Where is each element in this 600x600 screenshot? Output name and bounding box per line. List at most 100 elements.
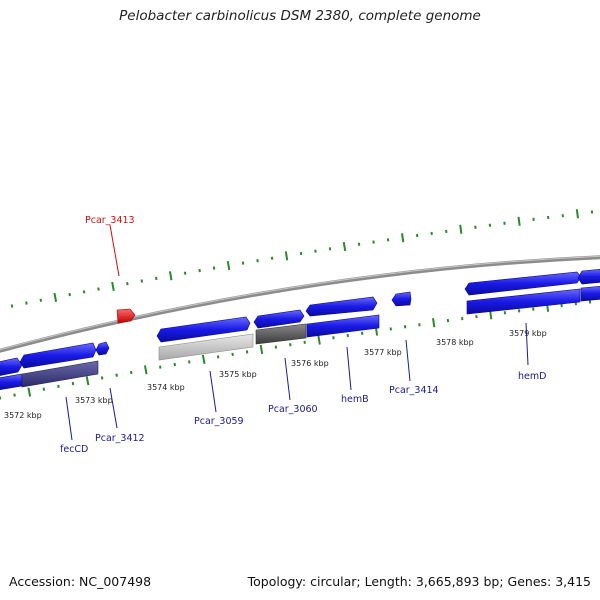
major-tick [27,387,32,397]
gene-label-pcar-3413[interactable]: Pcar_3413 [85,215,135,226]
kbp-labels: 3572 kbp 3573 kbp 3574 kbp 3575 kbp 3576 kbp… [4,329,547,420]
kbp-label: 3577 kbp [364,348,402,357]
minor-tick [360,331,364,335]
minor-tick [57,384,60,388]
genome-backbone [0,255,600,353]
gene-label-pcar-3414[interactable]: Pcar_3414 [389,385,439,396]
gene-label-leader-pcar-3413 [109,224,120,277]
genome-summary-text: Topology: circular; Length: 3,665,893 bp… [247,574,591,589]
gene-label-leader-pcar-3059 [209,370,217,413]
minor-tick [140,279,144,283]
major-tick [201,354,206,364]
minor-tick [100,376,104,380]
gene-left-edge-2[interactable] [19,342,97,369]
gene-block-3574[interactable] [156,316,251,343]
minor-tick [159,365,162,369]
gene-feccd[interactable] [21,360,99,388]
gene-label-leader-pcar-3412 [109,387,118,429]
minor-tick [245,350,249,354]
gene-right-edge-2[interactable] [580,286,600,302]
kbp-label: 3572 kbp [4,411,42,420]
gene-label-leader-feccd [65,396,73,441]
gene-left-edge-3[interactable] [0,373,23,390]
minor-tick [357,242,361,246]
major-tick [53,292,58,302]
minor-tick [372,240,375,244]
gene-label-hemb[interactable]: hemB [341,394,369,405]
gene-block-3578[interactable] [464,271,582,296]
gene-block-3575[interactable] [253,309,305,329]
gene-left-edge-1[interactable] [0,357,23,376]
kbp-label: 3575 kbp [219,370,257,379]
major-tick [342,241,347,252]
gene-label-feccd[interactable]: fecCD [60,444,88,455]
gene-label-pcar-3059[interactable]: Pcar_3059 [194,416,244,427]
gene-pcar-3413[interactable] [116,308,136,324]
kbp-label: 3576 kbp [291,359,329,368]
minor-tick [241,261,245,265]
minor-tick [198,268,201,273]
minor-tick [256,259,259,263]
gene-hemd[interactable] [466,288,581,315]
minor-tick [39,298,43,302]
gene-label-leader-pcar-3060 [284,357,291,401]
minor-tick [188,360,191,364]
minor-tick [97,287,100,291]
major-tick [143,365,148,375]
minor-tick [13,393,16,397]
minor-tick [130,370,133,375]
major-tick [575,209,579,219]
gene-label-leader-hemd [525,322,529,366]
kbp-label: 3573 kbp [75,396,113,405]
gene-labels: Pcar_3413 fecCD Pcar_3412 Pcar_3059 Pcar_306… [60,215,546,455]
kbp-label: 3579 kbp [509,329,547,338]
major-tick [432,318,436,328]
gene-label-leader-pcar-3414 [405,339,411,382]
minor-tick [155,276,158,281]
major-tick [226,261,231,271]
major-tick [85,376,90,386]
genome-backbone-highlight [0,255,600,351]
minor-tick [10,304,14,308]
major-tick [259,344,264,355]
major-tick [168,271,173,281]
gene-label-hemd[interactable]: hemD [518,371,546,382]
minor-tick [475,315,478,319]
minor-tick [173,362,176,367]
minor-tick [82,290,86,294]
kbp-label: 3574 kbp [147,383,185,392]
outer-tick-track [10,209,594,308]
minor-tick [183,271,187,275]
minor-tick [25,301,28,305]
gene-label-pcar-3060[interactable]: Pcar_3060 [268,404,318,415]
gene-right-edge-1[interactable] [577,269,600,285]
gene-hemb[interactable] [306,314,380,338]
gene-pcar-3060[interactable] [255,323,307,345]
minor-tick [216,355,220,359]
kbp-label: 3578 kbp [436,338,474,347]
major-tick [517,216,521,226]
accession-text: Accession: NC_007498 [9,574,152,589]
major-tick [111,281,115,291]
minor-tick [231,352,234,356]
gene-small-1[interactable] [95,341,110,356]
minor-tick [42,387,46,391]
minor-tick [415,233,419,238]
minor-tick [115,373,118,377]
minor-tick [332,336,335,340]
map-title: Pelobacter carbinolicus DSM 2380, comple… [119,8,481,24]
gene-small-2[interactable] [391,291,412,307]
minor-tick [126,282,129,286]
minor-tick [446,318,450,323]
gene-pcar-3059[interactable] [158,333,254,361]
minor-tick [270,256,274,260]
major-tick [401,233,405,243]
major-tick [284,251,289,261]
minor-tick [71,381,75,386]
minor-tick [445,229,448,234]
gene-block-3576[interactable] [305,296,378,317]
minor-tick [212,266,216,270]
gene-label-pcar-3412[interactable]: Pcar_3412 [95,433,145,444]
major-tick [317,335,321,345]
